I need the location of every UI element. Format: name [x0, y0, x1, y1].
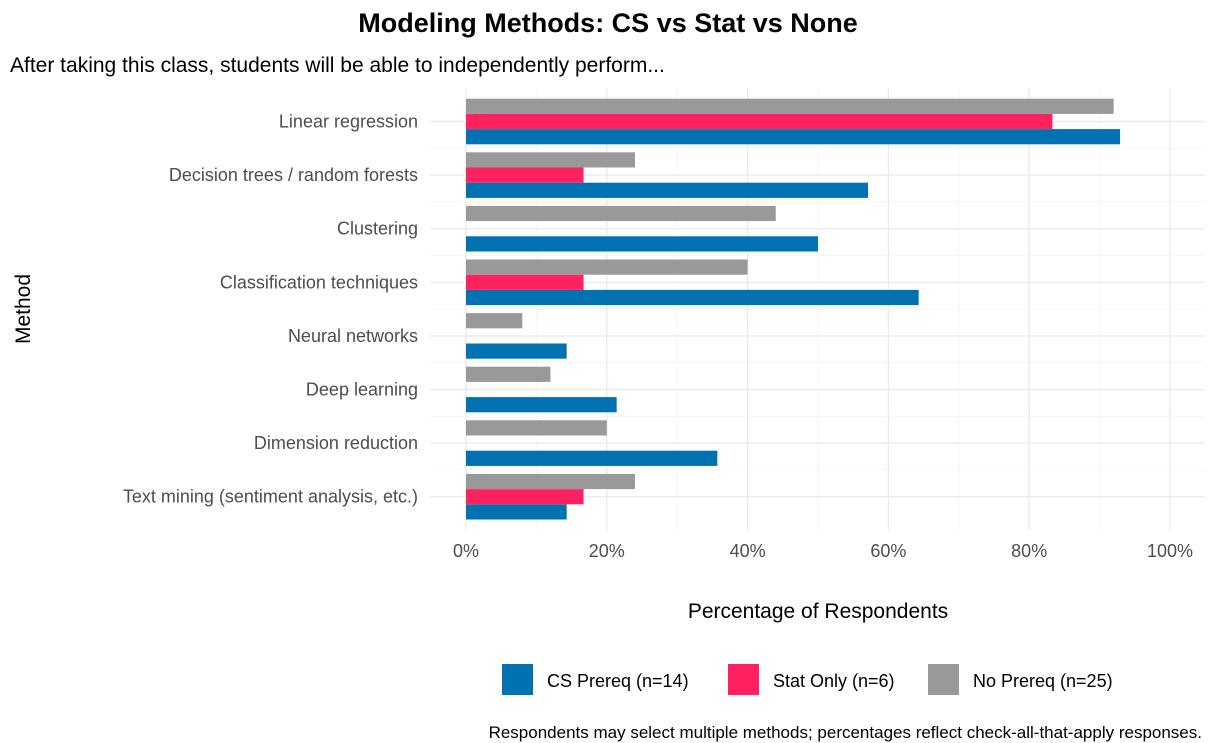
x-tick-label: 100%	[1147, 541, 1193, 561]
legend-swatch	[728, 664, 759, 695]
legend-label: CS Prereq (n=14)	[547, 671, 689, 691]
legend-swatch	[502, 664, 533, 695]
bar-no-prereq	[466, 152, 635, 168]
bar-stat-only	[466, 113, 1053, 130]
bar-stat-only	[466, 489, 584, 505]
x-tick-label: 0%	[453, 541, 479, 561]
category-label: Deep learning	[306, 380, 418, 400]
bars	[466, 98, 1121, 520]
legend: CS Prereq (n=14) Stat Only (n=6) No Prereq…	[502, 664, 1113, 695]
chart-title: Modeling Methods: CS vs Stat vs None	[358, 8, 858, 38]
bar-no-prereq	[466, 205, 776, 222]
bar-cs-prereq	[466, 504, 567, 520]
y-axis-title: Method	[12, 274, 35, 344]
x-tick-label: 80%	[1011, 541, 1047, 561]
category-label: Text mining (sentiment analysis, etc.)	[123, 487, 418, 507]
x-tick-label: 60%	[870, 541, 906, 561]
category-label: Dimension reduction	[254, 433, 418, 453]
bar-no-prereq	[466, 420, 607, 436]
x-tick-labels: 0% 20% 40% 60% 80% 100%	[453, 541, 1193, 561]
legend-label: Stat Only (n=6)	[773, 671, 895, 691]
category-label: Clustering	[337, 219, 418, 239]
bar-stat-only	[466, 274, 584, 290]
category-label: Decision trees / random forests	[169, 165, 418, 185]
category-label: Neural networks	[288, 326, 418, 346]
bar-no-prereq	[466, 259, 748, 275]
category-labels: Linear regression Decision trees / random…	[123, 112, 418, 507]
x-tick-label: 20%	[589, 541, 625, 561]
bar-no-prereq	[466, 98, 1114, 114]
chart-subtitle: After taking this class, students will b…	[10, 54, 665, 77]
legend-swatch	[928, 664, 959, 695]
bar-cs-prereq	[466, 129, 1121, 145]
bar-cs-prereq	[466, 182, 868, 198]
legend-label: No Prereq (n=25)	[973, 671, 1113, 691]
bar-no-prereq	[466, 313, 523, 329]
bar-cs-prereq	[466, 343, 567, 359]
bar-cs-prereq	[466, 236, 818, 252]
bar-no-prereq	[466, 473, 635, 490]
bar-cs-prereq	[466, 289, 919, 306]
bar-cs-prereq	[466, 450, 718, 466]
category-label: Linear regression	[279, 112, 418, 132]
chart-caption: Respondents may select multiple methods;…	[489, 723, 1202, 742]
bar-no-prereq	[466, 366, 551, 382]
bar-stat-only	[466, 167, 584, 183]
bar-cs-prereq	[466, 397, 617, 413]
category-label: Classification techniques	[220, 272, 418, 292]
x-tick-label: 40%	[730, 541, 766, 561]
x-axis-title: Percentage of Respondents	[688, 600, 948, 623]
